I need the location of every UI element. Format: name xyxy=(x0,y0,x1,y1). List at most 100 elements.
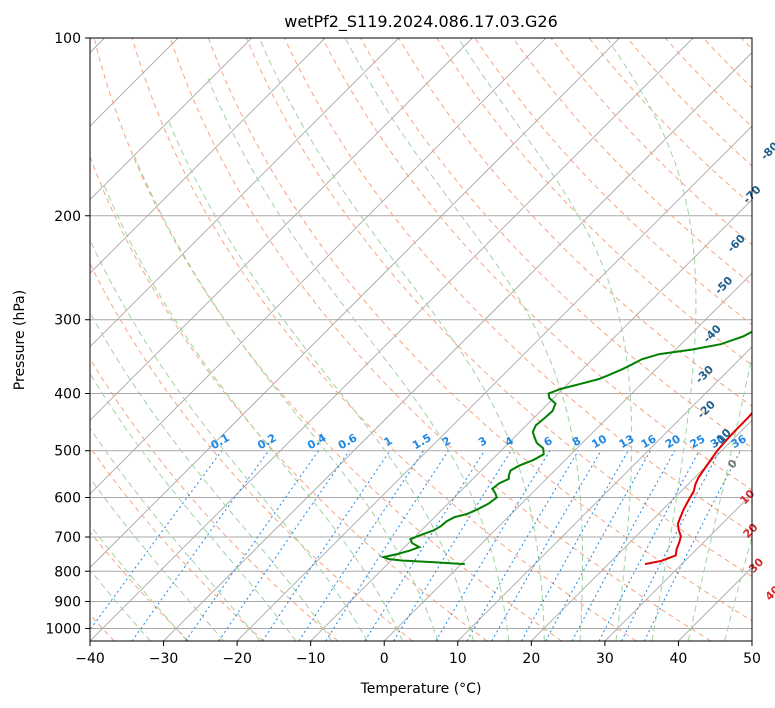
mixing-ratio-label: 3 xyxy=(476,434,489,449)
moist-adiabat-line xyxy=(103,183,404,641)
isotherm-line xyxy=(90,38,547,495)
dry-adiabat-line xyxy=(550,38,752,246)
mixing-ratio-line xyxy=(218,450,350,641)
x-tick-label: 10 xyxy=(449,651,467,667)
dry-adiabat-label: -80 xyxy=(758,139,775,162)
dry-adiabat-line xyxy=(398,38,752,407)
mixing-ratio-label: 25 xyxy=(688,432,708,451)
dry-adiabat-line xyxy=(131,38,637,641)
mixing-ratio-line xyxy=(364,450,485,641)
x-tick-label: −40 xyxy=(75,651,105,667)
isotherm-line xyxy=(90,38,326,274)
moist-adiabat-line xyxy=(258,38,545,641)
moist-adiabat-line xyxy=(90,311,333,641)
dry-adiabat-label: 40 xyxy=(763,583,775,603)
mixing-ratio-line xyxy=(621,450,721,641)
isotherm-line xyxy=(383,272,752,641)
dry-adiabat-line xyxy=(90,155,488,641)
x-tick-label: −10 xyxy=(296,651,326,667)
moist-adiabat-line xyxy=(132,153,439,641)
mixing-ratio-label: 0.1 xyxy=(208,431,231,452)
isotherm-line xyxy=(604,493,752,641)
dry-adiabat-line xyxy=(169,38,712,641)
isotherm-line xyxy=(678,566,752,641)
dry-adiabat-label: 0 xyxy=(725,457,740,472)
mixing-ratio-label: 1 xyxy=(382,434,395,449)
mixing-ratio-line xyxy=(521,450,629,641)
mixing-ratio-label: 16 xyxy=(639,432,659,451)
y-tick-label: 500 xyxy=(54,444,81,460)
dry-adiabat-label: -30 xyxy=(693,363,716,386)
mixing-ratio-line xyxy=(298,450,425,641)
moist-adiabat-line xyxy=(606,38,697,641)
dry-adiabat-label: -40 xyxy=(701,322,724,345)
mixing-ratio-line xyxy=(90,450,223,631)
dry-adiabat-line xyxy=(207,38,752,622)
y-tick-label: 900 xyxy=(54,594,81,610)
isotherm-line xyxy=(90,38,694,641)
mixing-ratio-line xyxy=(393,450,512,641)
dry-adiabat-label: 30 xyxy=(746,555,766,575)
dry-adiabat-line xyxy=(588,38,752,206)
x-tick-label: 20 xyxy=(522,651,540,667)
moist-adiabat-line xyxy=(207,78,510,641)
isotherm-line xyxy=(163,51,752,641)
moist-adiabat-line xyxy=(724,535,752,641)
chart-title: wetPf2_S119.2024.086.17.03.G26 xyxy=(284,12,558,32)
isotherm-line xyxy=(236,125,752,641)
y-tick-label: 600 xyxy=(54,490,81,506)
mixing-ratio-line xyxy=(435,450,551,641)
dry-adiabat-label: 10 xyxy=(737,487,757,507)
y-tick-label: 100 xyxy=(54,31,81,47)
mixing-ratio-label: 8 xyxy=(570,434,583,449)
mixing-ratio-line xyxy=(643,450,741,641)
moist-adiabat-line xyxy=(687,353,752,641)
dry-adiabat-line xyxy=(664,38,752,128)
mixing-ratio-line xyxy=(571,450,676,641)
x-tick-label: −20 xyxy=(222,651,252,667)
mixing-ratio-label: 6 xyxy=(542,434,555,449)
isotherm-line xyxy=(90,38,252,201)
mixing-ratio-label: 2 xyxy=(440,434,453,449)
dry-adiabat-line xyxy=(436,38,752,366)
dry-adiabat-label: 20 xyxy=(741,521,761,541)
moist-adiabat-line xyxy=(90,524,188,641)
mixing-ratio-label: 20 xyxy=(663,432,683,451)
mixing-ratio-line xyxy=(545,450,651,641)
mixing-ratio-line xyxy=(466,450,579,641)
y-tick-label: 1000 xyxy=(45,621,81,637)
dry-adiabat-line xyxy=(626,38,752,167)
moist-adiabat-line xyxy=(90,477,224,641)
mixing-ratio-line xyxy=(185,450,320,641)
y-tick-label: 300 xyxy=(54,313,81,329)
moist-adiabat-line xyxy=(457,38,633,641)
dry-adiabat-line xyxy=(245,38,752,578)
x-tick-label: 50 xyxy=(743,651,761,667)
moist-adiabat-line xyxy=(344,38,583,641)
temperature-line xyxy=(644,411,752,566)
dry-adiabat-line xyxy=(360,38,752,449)
x-tick-label: −30 xyxy=(149,651,179,667)
dewpoint-line xyxy=(379,330,752,566)
isotherm-line xyxy=(90,38,473,421)
mixing-ratio-label: 10 xyxy=(589,432,609,451)
moist-adiabat-line xyxy=(90,238,368,641)
y-tick-label: 400 xyxy=(54,387,81,403)
dry-adiabat-line xyxy=(90,357,339,641)
moist-adiabat-line xyxy=(167,118,474,641)
y-tick-label: 800 xyxy=(54,564,81,580)
x-axis-ticks: −40 −30 −20 −10 0 10 20 30 40 50 xyxy=(75,641,761,667)
x-tick-label: 30 xyxy=(596,651,614,667)
x-axis-label: Temperature (°C) xyxy=(360,681,482,697)
isotherm-line xyxy=(751,640,752,641)
y-tick-label: 200 xyxy=(54,209,81,225)
mixing-ratio-line xyxy=(131,450,270,641)
y-axis-label: Pressure (hPa) xyxy=(12,290,28,390)
profile-lines xyxy=(379,330,752,566)
isotherm-line xyxy=(90,38,620,569)
moist-adiabat-line xyxy=(90,427,261,641)
x-tick-label: 0 xyxy=(380,651,389,667)
mixing-ratio-line xyxy=(491,450,602,641)
background-lines xyxy=(90,38,752,641)
moist-adiabat-line xyxy=(90,372,297,641)
